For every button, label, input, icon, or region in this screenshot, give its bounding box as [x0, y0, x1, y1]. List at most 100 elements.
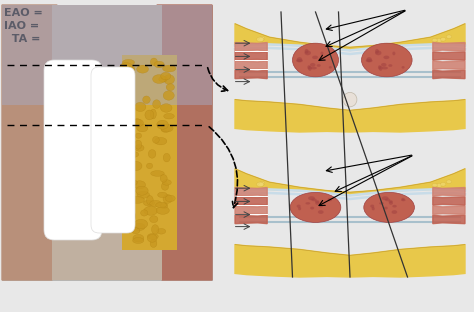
Ellipse shape: [165, 195, 175, 202]
Ellipse shape: [155, 137, 167, 145]
Polygon shape: [235, 24, 465, 51]
Ellipse shape: [135, 140, 142, 149]
Ellipse shape: [164, 114, 174, 119]
Ellipse shape: [366, 57, 372, 62]
Bar: [52, 5, 162, 280]
Ellipse shape: [401, 198, 405, 200]
Ellipse shape: [153, 75, 166, 84]
Ellipse shape: [133, 119, 141, 126]
Text: TA =: TA =: [4, 34, 40, 44]
Ellipse shape: [305, 49, 309, 54]
Ellipse shape: [385, 198, 390, 201]
Polygon shape: [433, 215, 465, 224]
Ellipse shape: [134, 223, 145, 231]
Ellipse shape: [157, 120, 168, 129]
Polygon shape: [235, 100, 465, 132]
Ellipse shape: [311, 198, 317, 201]
Ellipse shape: [152, 225, 159, 234]
Polygon shape: [235, 42, 267, 51]
Ellipse shape: [160, 203, 168, 209]
Ellipse shape: [379, 66, 383, 71]
Ellipse shape: [135, 102, 146, 111]
Polygon shape: [235, 215, 267, 224]
Ellipse shape: [432, 183, 438, 187]
Ellipse shape: [308, 66, 312, 71]
Ellipse shape: [151, 171, 164, 176]
Polygon shape: [433, 70, 465, 79]
Polygon shape: [433, 42, 465, 51]
Ellipse shape: [296, 59, 303, 62]
Ellipse shape: [160, 174, 167, 182]
Ellipse shape: [319, 205, 323, 207]
Ellipse shape: [298, 207, 301, 210]
Ellipse shape: [144, 200, 155, 206]
Ellipse shape: [310, 67, 317, 70]
Ellipse shape: [121, 133, 133, 138]
Ellipse shape: [137, 191, 150, 198]
Ellipse shape: [388, 64, 392, 67]
Ellipse shape: [125, 151, 139, 158]
Ellipse shape: [155, 202, 167, 208]
Polygon shape: [235, 70, 267, 79]
Ellipse shape: [164, 75, 174, 84]
Ellipse shape: [305, 202, 310, 205]
Ellipse shape: [308, 196, 315, 200]
Ellipse shape: [121, 65, 135, 74]
Ellipse shape: [317, 64, 321, 67]
Ellipse shape: [160, 104, 172, 112]
Ellipse shape: [401, 199, 406, 201]
Ellipse shape: [304, 51, 311, 55]
Ellipse shape: [392, 210, 397, 214]
Ellipse shape: [134, 181, 146, 189]
Ellipse shape: [159, 76, 167, 82]
FancyBboxPatch shape: [91, 67, 135, 233]
Ellipse shape: [292, 43, 338, 77]
Ellipse shape: [375, 51, 382, 55]
Polygon shape: [433, 197, 465, 205]
Ellipse shape: [381, 63, 386, 67]
Ellipse shape: [370, 205, 374, 208]
Ellipse shape: [161, 124, 173, 132]
Ellipse shape: [401, 66, 405, 69]
Ellipse shape: [150, 58, 157, 66]
Bar: [2, 5, 212, 280]
Ellipse shape: [447, 35, 452, 38]
Ellipse shape: [162, 180, 171, 185]
Ellipse shape: [447, 180, 452, 183]
Ellipse shape: [137, 124, 148, 132]
Ellipse shape: [310, 207, 314, 209]
Ellipse shape: [129, 161, 142, 171]
Ellipse shape: [147, 233, 158, 239]
Ellipse shape: [136, 133, 142, 138]
Ellipse shape: [362, 43, 412, 77]
Ellipse shape: [150, 216, 158, 222]
Ellipse shape: [259, 183, 264, 186]
Ellipse shape: [135, 145, 144, 151]
Ellipse shape: [307, 65, 310, 70]
Ellipse shape: [320, 51, 323, 55]
Ellipse shape: [154, 61, 164, 68]
Ellipse shape: [161, 72, 171, 80]
Polygon shape: [433, 52, 465, 60]
Bar: [122, 55, 177, 250]
Ellipse shape: [146, 163, 153, 169]
Bar: [2, 5, 212, 105]
Ellipse shape: [372, 207, 375, 210]
Ellipse shape: [121, 190, 134, 197]
Ellipse shape: [145, 110, 154, 120]
Ellipse shape: [392, 205, 397, 207]
Ellipse shape: [392, 51, 395, 55]
Ellipse shape: [163, 65, 176, 72]
Polygon shape: [157, 5, 212, 280]
Polygon shape: [2, 5, 57, 280]
Ellipse shape: [389, 201, 393, 205]
Ellipse shape: [157, 228, 166, 234]
Ellipse shape: [290, 193, 341, 222]
Ellipse shape: [366, 59, 373, 62]
FancyBboxPatch shape: [44, 60, 102, 240]
Polygon shape: [433, 206, 465, 214]
Ellipse shape: [137, 65, 148, 73]
Ellipse shape: [163, 194, 172, 203]
Ellipse shape: [437, 38, 442, 42]
Ellipse shape: [146, 196, 153, 205]
